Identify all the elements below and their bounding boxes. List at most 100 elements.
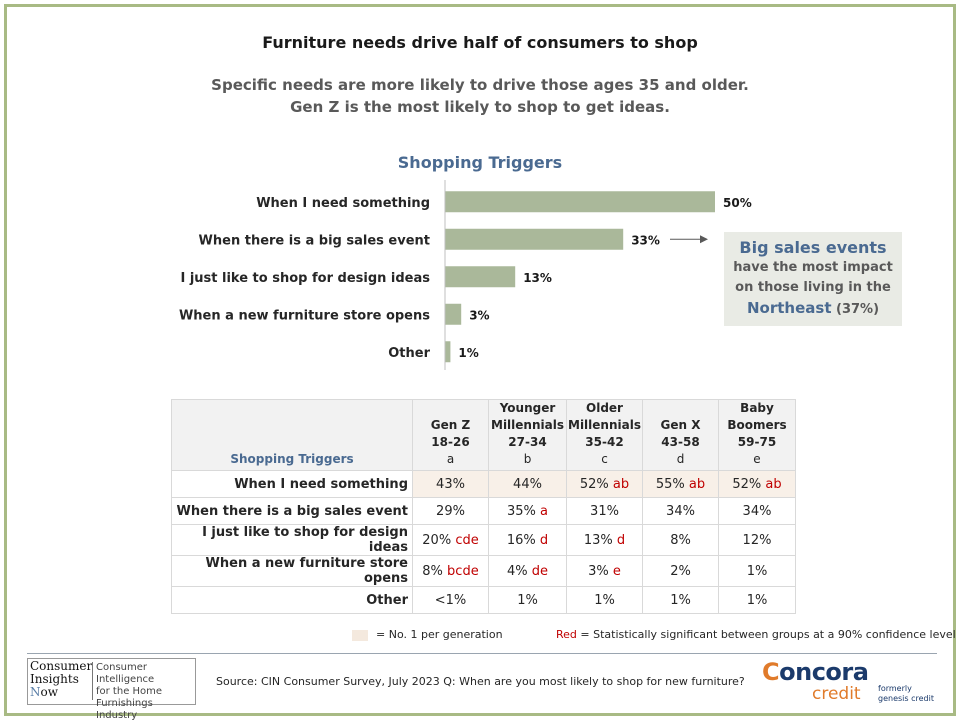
bar (445, 228, 624, 250)
logo-desc-1: Consumer Intelligence (96, 662, 155, 685)
logo-ow: ow (40, 685, 59, 699)
concora-rest: oncora (779, 658, 869, 686)
table-cell: 55% ab (642, 470, 719, 498)
table-cell: 43% (412, 470, 489, 498)
table-row-label: I just like to shop for design ideas (171, 524, 413, 556)
table-header-row: Shopping Triggers Gen Z 18-26 a Younger Mille… (171, 399, 796, 471)
callout-line-2: have the most impact (733, 260, 893, 275)
cell-significance: de (527, 563, 548, 579)
callout-line-1: Big sales events (739, 238, 887, 257)
formerly-line-2: genesis credit (878, 694, 934, 703)
table-cell: 20% cde (412, 524, 489, 556)
bar-category-label: When there is a big sales event (199, 233, 430, 248)
cell-value: 1% (670, 592, 691, 608)
table-cell: 12% (718, 524, 796, 556)
table-cell: 29% (412, 497, 489, 525)
table-row-label: When there is a big sales event (171, 497, 413, 525)
table-cell: 34% (718, 497, 796, 525)
table-cell: 44% (488, 470, 567, 498)
source-note: Source: CIN Consumer Survey, July 2023 Q… (216, 675, 745, 688)
table-cell: 2% (642, 555, 719, 587)
legend-no1: = No. 1 per generation (352, 628, 503, 641)
bar (445, 191, 715, 213)
table-cell: 8% (642, 524, 719, 556)
cell-value: 52% (579, 476, 609, 492)
formerly-line-1: formerly (878, 684, 912, 693)
cin-logo-wordmark: Consumer Insights Now (30, 660, 92, 699)
concora-credit: credit (812, 684, 861, 704)
no1-swatch (352, 629, 368, 641)
cin-logo: Consumer Insights Now Consumer Intellige… (27, 658, 196, 721)
concora-logo: Concora credit (762, 658, 869, 704)
cell-value: 44% (513, 476, 542, 492)
column-header-line: Older (586, 401, 623, 415)
table-cell: 31% (566, 497, 643, 525)
column-header-line: c (601, 452, 608, 466)
cell-value: 16% (506, 532, 536, 548)
column-header-line: Gen X (660, 418, 701, 432)
logo-line-3: Now (30, 686, 92, 699)
bar-value-label: 13% (523, 271, 552, 285)
slide-subtitle: Specific needs are more likely to drive … (0, 74, 960, 118)
legend-significance: Red = Statistically significant between … (556, 628, 956, 641)
table-cell: 1% (566, 586, 643, 614)
bar (445, 266, 516, 288)
bar-value-label: 1% (458, 346, 478, 360)
logo-desc-3: Furnishings Industry (96, 698, 153, 721)
bar-category-label: Other (388, 346, 430, 361)
table-column-header: Gen Z 18-26 a (412, 399, 489, 471)
cell-significance: ab (761, 476, 782, 492)
table-row: When a new furniture store opens 8% bcde 4… (171, 555, 796, 587)
cell-value: 4% (506, 563, 528, 579)
cell-significance: ab (608, 476, 630, 492)
formerly-note: formerly genesis credit (878, 684, 934, 704)
column-header-line: 27-34 (508, 435, 547, 449)
column-header-line: 35-42 (585, 435, 624, 449)
table-column-header: Baby Boomers 59-75 e (718, 399, 796, 471)
table-row: When I need something 43% 44% 52% ab 55% ab 5… (171, 470, 796, 498)
column-header-line: Younger (499, 401, 556, 415)
cell-value: 35% (506, 503, 536, 519)
table-column-header: Gen X 43-58 d (642, 399, 719, 471)
cell-value: 2% (670, 563, 691, 579)
logo-line-2: Insights (30, 672, 79, 686)
cell-value: 1% (594, 592, 615, 608)
callout-region-value: (37%) (831, 302, 880, 317)
table-row-label: When a new furniture store opens (171, 555, 413, 587)
table-cell: 8% bcde (412, 555, 489, 587)
cell-value: 8% (670, 532, 691, 548)
column-header-line: Baby (740, 401, 774, 415)
cell-value: 12% (742, 532, 772, 548)
column-header-line: Millennials (491, 418, 564, 432)
cell-value: 31% (590, 503, 619, 519)
bar-value-label: 33% (631, 233, 660, 247)
table-cell: 3% e (566, 555, 643, 587)
table-cell: <1% (412, 586, 489, 614)
cell-significance: d (535, 532, 549, 548)
logo-separator (92, 662, 93, 700)
slide-title: Furniture needs drive half of consumers … (262, 33, 698, 52)
cell-value: 55% (655, 476, 685, 492)
bar-category-label: When I need something (256, 196, 430, 211)
cell-value: 8% (422, 563, 443, 579)
cell-value: 34% (666, 503, 695, 519)
callout-line-3: on those living in the (735, 280, 891, 295)
cell-value: 20% (422, 532, 452, 548)
column-header-line: a (446, 452, 455, 466)
table-cell: 13% d (566, 524, 643, 556)
cell-value: 13% (583, 532, 613, 548)
bar-value-label: 50% (723, 196, 752, 210)
legend-no1-text: = No. 1 per generation (376, 628, 503, 641)
legend-red-word: Red (556, 628, 577, 641)
table-cell: 1% (718, 555, 796, 587)
cell-value: <1% (434, 592, 467, 608)
legend-significance-text: = Statistically significant between grou… (576, 628, 956, 641)
subtitle-line-2: Gen Z is the most likely to shop to get … (290, 98, 670, 116)
concora-c: C (762, 658, 780, 686)
table-cell: 34% (642, 497, 719, 525)
callout-line-4: Northeast (37%) (724, 298, 902, 320)
table-cell: 52% ab (566, 470, 643, 498)
bar-chart: When I need something 50% When there is a … (179, 180, 752, 370)
table-row: I just like to shop for design ideas 20% … (171, 524, 796, 556)
